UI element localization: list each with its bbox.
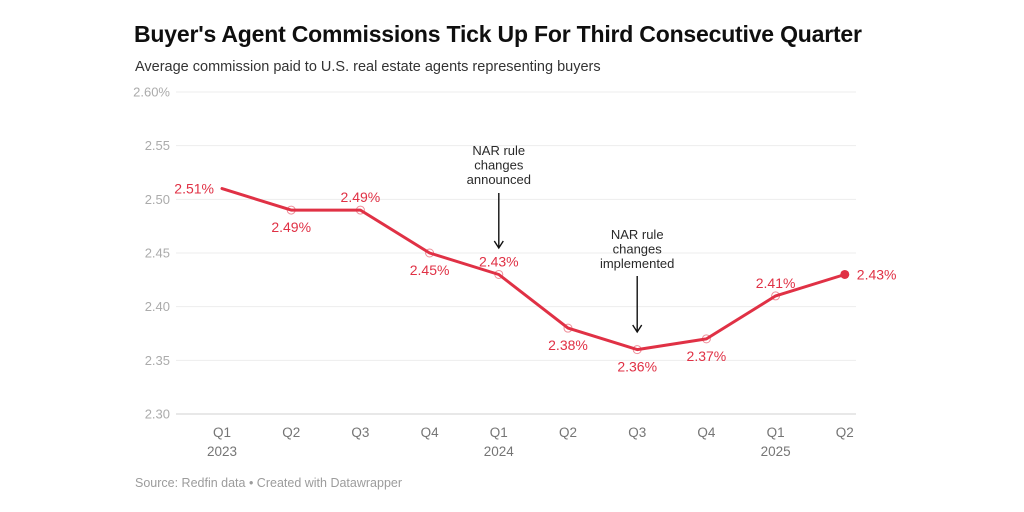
x-tick-label: Q1 [213, 425, 231, 440]
data-point-label: 2.38% [548, 337, 588, 353]
data-point-marker [286, 205, 296, 215]
x-tick-label: Q4 [421, 425, 440, 440]
chart-title: Buyer's Agent Commissions Tick Up For Th… [134, 21, 862, 47]
x-tick-year-label: 2025 [761, 444, 791, 459]
y-tick-label: 2.55 [145, 138, 170, 153]
annotation-arrowhead [632, 324, 643, 334]
x-tick-label: Q3 [628, 425, 646, 440]
y-tick-label: 2.40 [145, 299, 170, 314]
x-tick-label: Q2 [282, 425, 300, 440]
commission-line [220, 187, 847, 352]
annotation-text: implemented [600, 256, 674, 271]
annotation-text: changes [474, 158, 524, 173]
chart-subtitle: Average commission paid to U.S. real est… [135, 59, 601, 75]
y-tick-label: 2.45 [145, 246, 170, 261]
annotation-text: NAR rule [611, 227, 664, 242]
annotation-text: changes [613, 242, 663, 257]
x-tick-label: Q1 [490, 425, 508, 440]
data-point-label: 2.36% [617, 359, 657, 375]
data-point-label: 2.49% [341, 189, 381, 205]
data-point-marker [771, 291, 781, 301]
x-tick-label: Q2 [559, 425, 577, 440]
data-point-label: 2.43% [857, 266, 897, 282]
data-point-label: 2.45% [410, 262, 450, 278]
last-data-point-marker [840, 269, 850, 279]
y-tick-label: 2.60% [133, 85, 170, 100]
x-tick-year-label: 2023 [207, 444, 237, 459]
x-tick-year-label: 2024 [484, 444, 515, 459]
data-point-marker [701, 334, 711, 344]
annotation-text: NAR rule [472, 143, 525, 158]
data-point-label: 2.43% [479, 253, 519, 269]
data-point-marker [355, 205, 365, 215]
annotation-arrowhead [493, 240, 504, 250]
data-point-label: 2.51% [174, 181, 214, 197]
data-point-label: 2.37% [687, 348, 727, 364]
data-point-marker [632, 345, 642, 355]
data-point-label: 2.49% [271, 219, 311, 235]
y-tick-label: 2.50 [145, 192, 170, 207]
data-point-marker [494, 269, 504, 279]
y-tick-label: 2.35 [145, 353, 170, 368]
source-attribution: Source: Redfin data • Created with Dataw… [135, 476, 403, 490]
y-tick-label: 2.30 [145, 407, 170, 422]
data-point-label: 2.41% [756, 275, 796, 291]
data-point-marker [563, 323, 573, 333]
x-tick-label: Q4 [697, 425, 716, 440]
x-tick-label: Q2 [836, 425, 854, 440]
data-point-marker [425, 248, 435, 258]
x-tick-label: Q1 [767, 425, 785, 440]
x-tick-label: Q3 [351, 425, 369, 440]
annotation-text: announced [467, 172, 531, 187]
